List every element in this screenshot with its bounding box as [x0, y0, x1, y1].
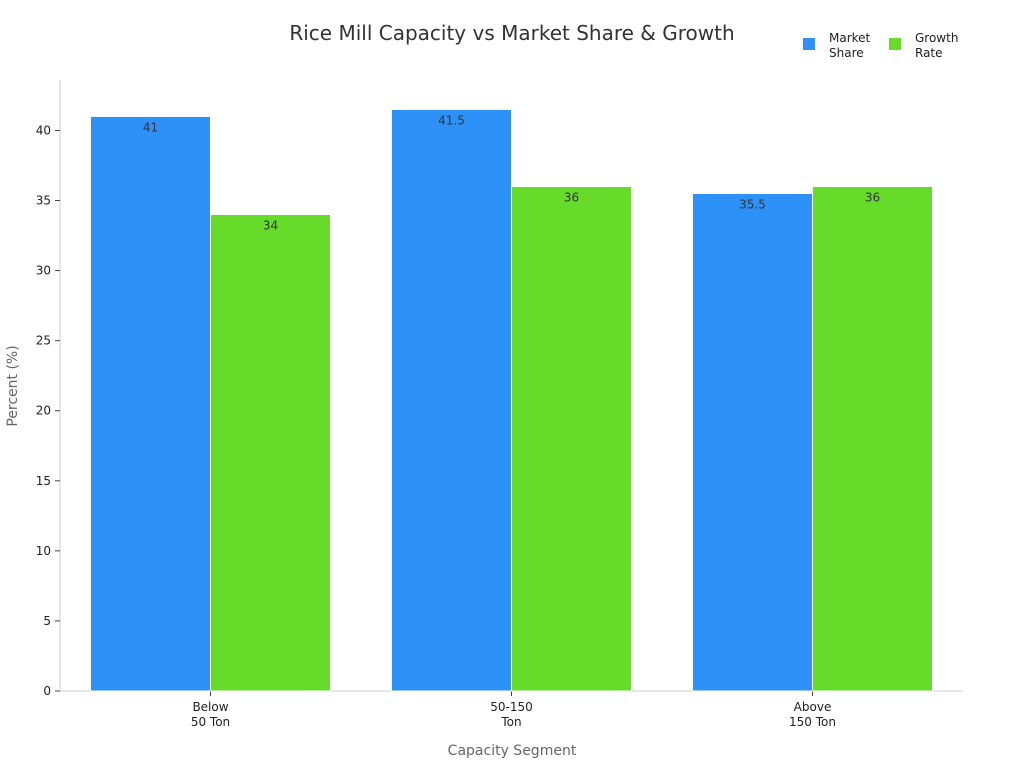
x-tick-label: 50-150 Ton — [490, 700, 533, 729]
chart-title: Rice Mill Capacity vs Market Share & Gro… — [289, 21, 734, 45]
y-tick-label: 40 — [36, 123, 51, 137]
value-label: 41.5 — [438, 113, 465, 127]
bar — [692, 193, 813, 692]
legend-label: Growth Rate — [915, 31, 958, 60]
x-tick-label: Above 150 Ton — [789, 700, 836, 729]
legend-swatch — [889, 38, 901, 50]
bar — [511, 186, 632, 692]
value-label: 41 — [143, 120, 158, 134]
bar — [210, 214, 331, 692]
y-axis-label: Percent (%) — [5, 345, 21, 426]
y-tick-label: 5 — [43, 614, 51, 628]
x-axis-label: Capacity Segment — [448, 743, 577, 759]
value-label: 36 — [564, 191, 579, 205]
y-tick-label: 25 — [36, 334, 51, 348]
y-tick-label: 20 — [36, 404, 51, 418]
value-label: 34 — [263, 219, 278, 233]
y-tick-label: 35 — [36, 194, 51, 208]
bar — [90, 115, 211, 692]
value-label: 36 — [865, 191, 880, 205]
x-tick-label: Below 50 Ton — [191, 700, 230, 729]
y-tick-label: 15 — [36, 474, 51, 488]
bar — [391, 108, 512, 692]
value-label: 35.5 — [739, 198, 766, 212]
legend-swatch — [803, 38, 815, 50]
bar — [812, 186, 933, 692]
y-tick-label: 30 — [36, 264, 51, 278]
legend-label: Market Share — [829, 31, 871, 60]
y-tick-label: 0 — [43, 684, 51, 698]
y-tick-label: 10 — [36, 544, 51, 558]
